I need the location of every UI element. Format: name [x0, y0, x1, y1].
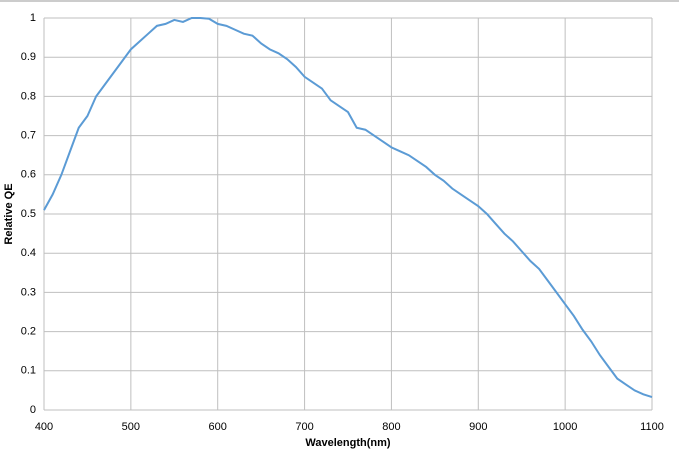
data-line — [43, 17, 653, 399]
y-tick-label: 0.5 — [21, 208, 36, 220]
y-tick-label: 0 — [30, 404, 36, 416]
x-tick-label: 500 — [122, 421, 140, 433]
x-tick-label: 600 — [209, 421, 227, 433]
y-tick-label: 1 — [30, 12, 36, 24]
y-tick-label: 0.3 — [21, 286, 36, 298]
y-tick-label: 0.4 — [21, 247, 36, 259]
x-axis-label: Wavelength(nm) — [305, 437, 390, 449]
x-tick-label: 1100 — [640, 421, 664, 433]
y-axis-label: Relative QE — [3, 183, 15, 244]
y-tick-label: 0.6 — [21, 169, 36, 181]
x-tick-label: 700 — [295, 421, 313, 433]
x-tick-label: 400 — [35, 421, 53, 433]
y-tick-label: 0.8 — [21, 90, 36, 102]
x-tick-label: 900 — [469, 421, 487, 433]
x-tick-label: 800 — [382, 421, 400, 433]
y-tick-label: 0.1 — [21, 365, 36, 377]
y-tick-label: 0.2 — [21, 326, 36, 338]
y-tick-label: 0.7 — [21, 130, 36, 142]
x-tick-label: 1000 — [553, 421, 577, 433]
y-tick-label: 0.9 — [21, 51, 36, 63]
